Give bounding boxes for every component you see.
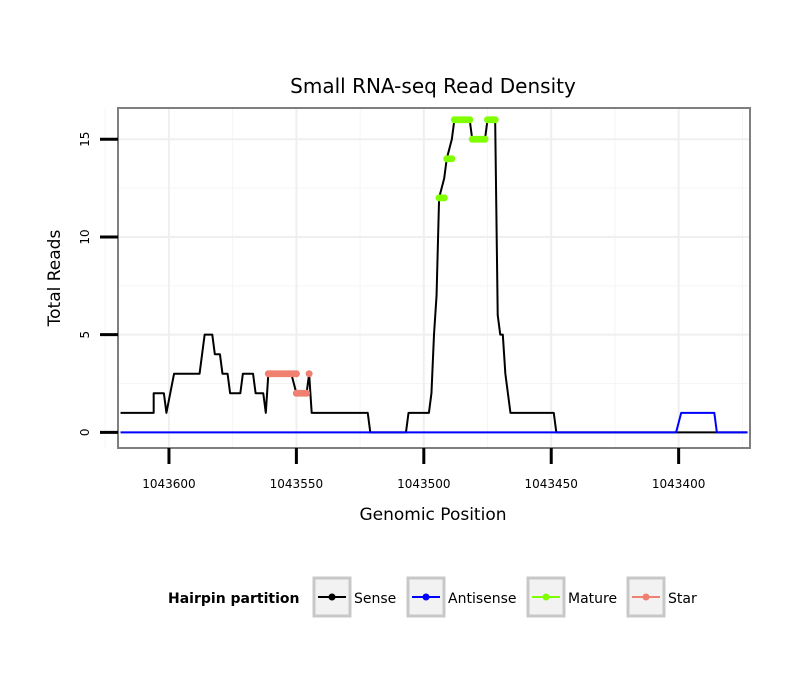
y-tick-label: 5	[78, 331, 92, 339]
data-point-mature	[440, 194, 448, 202]
y-tick-label: 10	[78, 229, 92, 244]
x-tick-label: 1043500	[397, 477, 450, 491]
chart-title: Small RNA-seq Read Density	[290, 74, 576, 98]
data-point-mature	[448, 155, 456, 163]
x-tick-label: 1043600	[142, 477, 195, 491]
legend-point-sense	[328, 593, 336, 601]
data-point-star	[305, 370, 313, 378]
y-tick-label: 15	[78, 132, 92, 147]
plot-background	[118, 108, 750, 448]
x-tick-label: 1043400	[652, 477, 705, 491]
data-point-star	[292, 370, 300, 378]
x-axis: 1043600 1043550 1043500 1043450 1043400	[142, 448, 705, 491]
x-tick-label: 1043450	[524, 477, 577, 491]
plot-panel	[104, 107, 751, 449]
legend-items: Sense Antisense Mature Star	[312, 576, 697, 618]
legend-label-antisense: Antisense	[448, 591, 517, 607]
y-axis-title: Total Reads	[45, 230, 65, 328]
x-axis-title: Genomic Position	[359, 505, 506, 525]
series-layer	[120, 116, 748, 434]
data-point-mature	[491, 116, 499, 124]
grid-lines	[104, 108, 750, 448]
legend-point-mature	[542, 593, 550, 601]
series-line-antisense	[120, 411, 748, 434]
plot-border	[117, 107, 751, 449]
legend: Hairpin partition Sense Antisense Mature St…	[168, 576, 697, 618]
y-axis: 0 5 10 15	[78, 132, 118, 437]
data-point-star	[303, 389, 311, 397]
legend-point-star	[642, 593, 650, 601]
y-tick-label: 0	[78, 429, 92, 437]
legend-point-antisense	[422, 593, 430, 601]
legend-label-star: Star	[668, 591, 697, 607]
data-point-mature	[481, 135, 489, 143]
legend-label-mature: Mature	[568, 591, 617, 607]
x-tick-label: 1043550	[270, 477, 323, 491]
data-point-mature	[466, 116, 474, 124]
legend-title: Hairpin partition	[168, 591, 299, 607]
legend-label-sense: Sense	[354, 591, 396, 607]
